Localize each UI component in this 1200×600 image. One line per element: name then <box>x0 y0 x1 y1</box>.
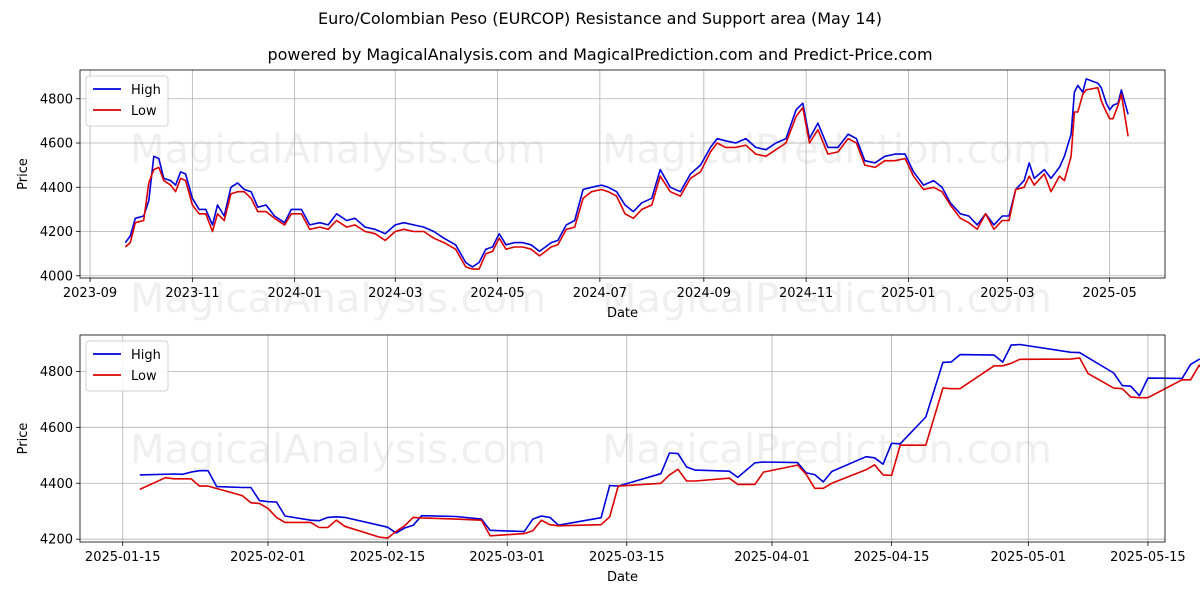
y-axis-label: Price <box>16 423 31 455</box>
y-tick-label: 4000 <box>40 269 73 284</box>
y-tick-label: 4200 <box>40 225 73 240</box>
x-tick-label: 2024-11 <box>779 286 833 301</box>
x-tick-label: 2023-09 <box>63 286 117 301</box>
plot-overall: 2023-09 2023-11 2024-01 2024-03 2024-05 2024-… <box>16 69 1166 321</box>
x-tick-label: 2024-09 <box>677 286 731 301</box>
x-tick-label: 2024-03 <box>368 286 422 301</box>
y-tick-label: 4400 <box>40 181 73 196</box>
x-tick-label: 2025-01-15 <box>85 550 161 565</box>
x-tick-label: 2024-01 <box>267 286 321 301</box>
x-axis-label: Date <box>607 306 638 321</box>
legend-label-high: High <box>131 348 161 363</box>
y-tick-label: 4600 <box>40 421 73 436</box>
plot-recent: 2025-01-15 2025-02-01 2025-02-15 2025-03-01… <box>16 334 1200 585</box>
legend-label-low: Low <box>131 369 157 384</box>
y-axis-label: Price <box>16 158 31 190</box>
watermark-prediction: MagicalPrediction.com <box>602 276 1052 322</box>
series-line-high <box>139 343 1200 534</box>
x-tick-label: 2025-01 <box>881 286 935 301</box>
x-tick-label: 2025-02-15 <box>350 550 426 565</box>
x-tick-label: 2025-05-15 <box>1110 550 1186 565</box>
x-tick-label: 2024-05 <box>470 286 524 301</box>
x-tick-label: 2025-04-15 <box>854 550 930 565</box>
x-axis-label: Date <box>607 570 638 585</box>
x-tick-label: 2025-04-01 <box>734 550 810 565</box>
x-tick-label: 2025-03 <box>980 286 1034 301</box>
plot-frame <box>79 69 1166 279</box>
chart-title: Euro/Colombian Peso (EURCOP) Resistance … <box>318 9 882 28</box>
x-tick-label: 2025-03-15 <box>589 550 665 565</box>
series-line-low <box>139 357 1200 539</box>
x-tick-label: 2025-05-01 <box>991 550 1067 565</box>
x-tick-label: 2024-07 <box>573 286 627 301</box>
watermark-analysis: MagicalAnalysis.com <box>130 427 546 473</box>
y-tick-label: 4600 <box>40 137 73 152</box>
series-line-high <box>124 78 1129 268</box>
x-tick-label: 2025-05 <box>1082 286 1136 301</box>
watermark-analysis: MagicalAnalysis.com <box>130 276 546 322</box>
y-tick-label: 4800 <box>40 92 73 107</box>
chart-subtitle: powered by MagicalAnalysis.com and Magic… <box>267 45 933 64</box>
plot-frame <box>79 334 1166 543</box>
watermark-prediction: MagicalPrediction.com <box>602 427 1052 473</box>
legend: High Low <box>85 340 169 392</box>
watermark-analysis: MagicalAnalysis.com <box>130 127 546 173</box>
legend: High Low <box>85 75 169 127</box>
x-tick-label: 2025-03-01 <box>469 550 545 565</box>
y-tick-label: 4200 <box>40 533 73 548</box>
y-tick-label: 4400 <box>40 477 73 492</box>
legend-label-low: Low <box>131 104 157 119</box>
watermark-layer: MagicalAnalysis.com MagicalPrediction.co… <box>130 127 1052 473</box>
legend-label-high: High <box>131 83 161 98</box>
y-tick-label: 4800 <box>40 365 73 380</box>
x-tick-label: 2023-11 <box>165 286 219 301</box>
x-tick-label: 2025-02-01 <box>230 550 306 565</box>
series-line-low <box>124 86 1129 270</box>
